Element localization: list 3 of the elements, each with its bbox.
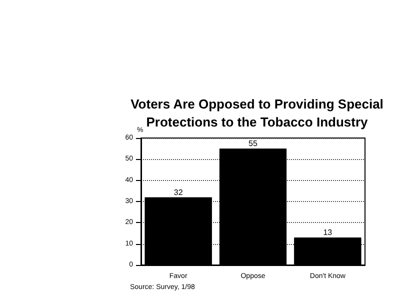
- data-label: 13: [323, 228, 333, 237]
- data-label: 32: [174, 188, 184, 197]
- data-label: 55: [248, 139, 258, 148]
